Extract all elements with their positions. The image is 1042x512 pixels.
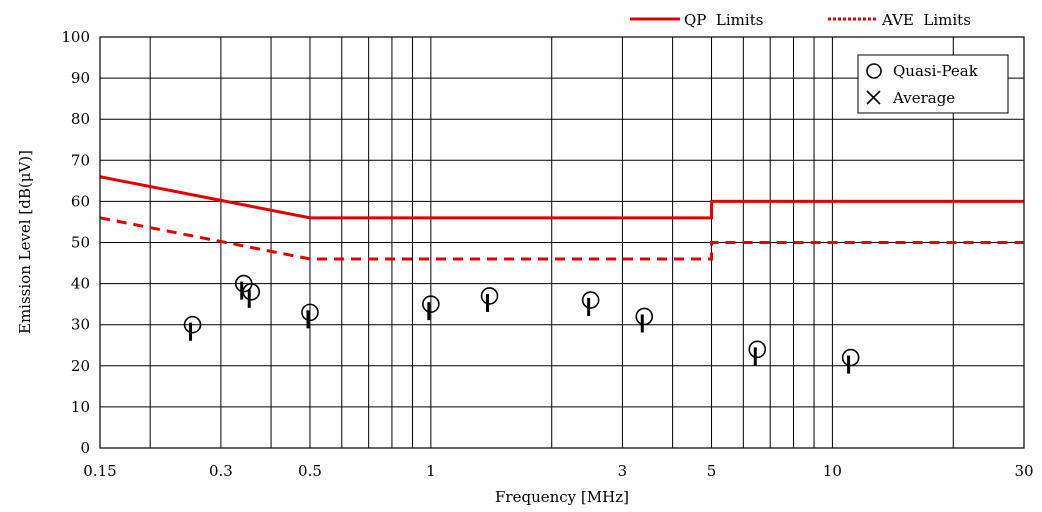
point-marker: [749, 341, 765, 357]
x-tick-label: 5: [707, 462, 717, 480]
y-tick-label: 60: [71, 192, 90, 210]
y-tick-label: 80: [71, 110, 90, 128]
quasi-peak-point: [636, 308, 652, 332]
x-tick-label: 30: [1014, 462, 1033, 480]
quasi-peak-point: [185, 317, 201, 341]
y-tick-label: 30: [71, 316, 90, 334]
quasi-peak-point: [482, 288, 498, 312]
legend-limits: QP Limits AVE Limits: [630, 11, 971, 29]
point-marker: [482, 288, 498, 304]
legend-qp-label: QP Limits: [684, 11, 763, 29]
x-tick-label: 1: [426, 462, 436, 480]
x-tick-label: 0.15: [83, 462, 116, 480]
x-tick-label: 0.3: [209, 462, 233, 480]
x-tick-label: 3: [618, 462, 628, 480]
ave-limits-line: [100, 218, 1024, 259]
x-tick-label: 0.5: [298, 462, 322, 480]
point-marker: [583, 292, 599, 308]
quasi-peak-point: [583, 292, 599, 316]
x-tick-label: 10: [823, 462, 842, 480]
quasi-peak-point: [843, 350, 859, 374]
legend-ave-label: AVE Limits: [881, 11, 971, 29]
y-tick-label: 20: [71, 357, 90, 375]
y-tick-label: 0: [80, 439, 90, 457]
y-tick-label: 90: [71, 69, 90, 87]
quasi-peak-point: [749, 341, 765, 365]
y-axis-label: Emission Level [dB(μV)]: [16, 150, 34, 334]
point-marker: [843, 350, 859, 366]
legend-quasi-peak-label: Quasi-Peak: [893, 62, 979, 80]
limit-lines: [100, 177, 1024, 259]
x-axis-label: Frequency [MHz]: [495, 488, 629, 506]
legend-average-label: Average: [892, 89, 955, 107]
y-tick-label: 70: [71, 151, 90, 169]
y-tick-label: 100: [61, 28, 90, 46]
qp-limits-line: [100, 177, 1024, 218]
y-tick-label: 40: [71, 275, 90, 293]
point-marker: [636, 308, 652, 324]
legend-markers: Quasi-Peak Average: [858, 55, 1008, 113]
y-tick-label: 10: [71, 398, 90, 416]
y-tick-label: 50: [71, 234, 90, 252]
